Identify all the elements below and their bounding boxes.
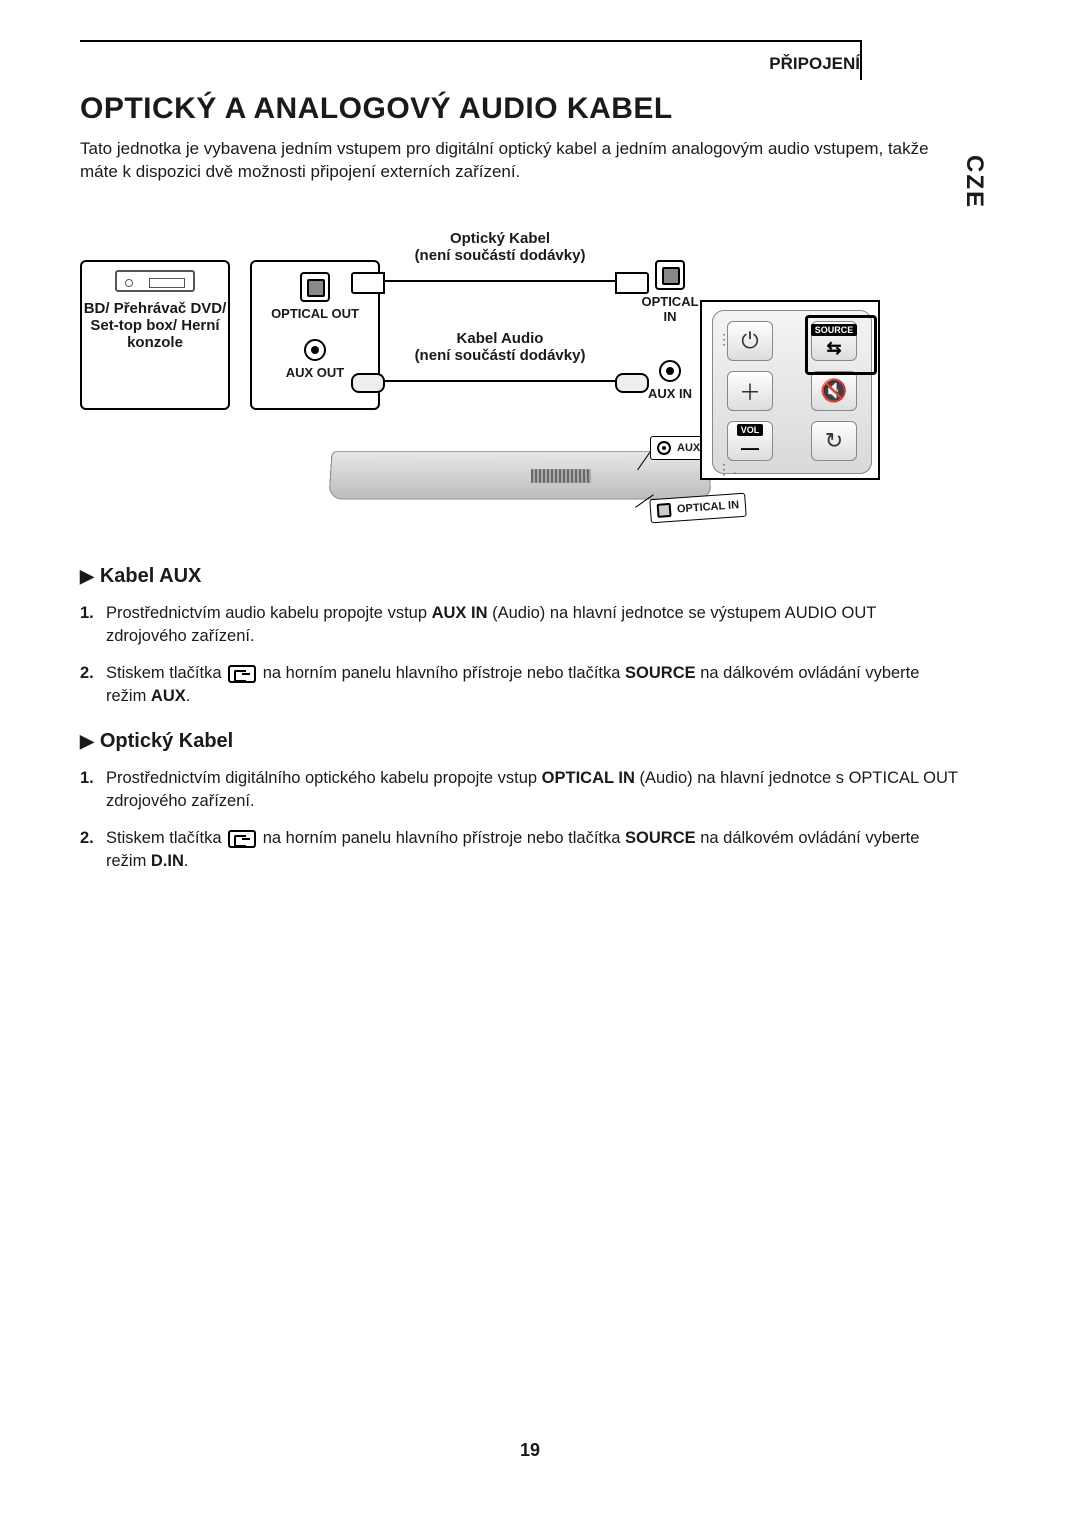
remote-body: ⋮ ⋮. ⏻ SOURCE ⇆ ＋ 🔇 VOL —	[712, 310, 872, 474]
text-bold: SOURCE	[625, 664, 696, 682]
text-bold: SOURCE	[625, 829, 696, 847]
optical-in-label: OPTICAL IN	[640, 294, 700, 324]
aux-in-icon	[659, 360, 681, 382]
optical-in-port: OPTICAL IN	[640, 260, 700, 310]
power-button-icon: ⏻	[727, 321, 773, 361]
section-optical-title: ▶ Optický Kabel	[80, 730, 960, 753]
text-bold: AUX IN	[432, 604, 488, 622]
section-aux: ▶ Kabel AUX 1. Prostřednictvím audio kabe…	[80, 565, 960, 722]
optical-out-label: OPTICAL OUT	[252, 306, 378, 321]
text: .	[186, 687, 191, 705]
vol-button-label: VOL	[737, 424, 764, 436]
optical-cable-label-l2: (není součástí dodávky)	[390, 247, 610, 264]
text: na horním panelu hlavního přístroje nebo…	[258, 664, 625, 682]
page-title: OPTICKÝ A ANALOGOVÝ AUDIO KABEL	[80, 92, 673, 126]
optical-cable-icon	[385, 280, 615, 282]
language-tab: CZE	[960, 155, 988, 209]
audio-cable-label-l1: Kabel Audio	[390, 330, 610, 347]
text-bold: OPTICAL IN	[542, 769, 635, 787]
section-aux-title-text: Kabel AUX	[100, 565, 202, 587]
opt-step-1: 1. Prostřednictvím digitálního optického…	[80, 767, 960, 813]
optical-cable-label-l1: Optický Kabel	[390, 230, 610, 247]
text: Stiskem tlačítka	[106, 664, 226, 682]
aux-step-1: 1. Prostřednictvím audio kabelu propojte…	[80, 602, 960, 648]
section-aux-title: ▶ Kabel AUX	[80, 565, 960, 588]
text: na horním panelu hlavního přístroje nebo…	[258, 829, 625, 847]
triangle-icon: ▶	[80, 566, 94, 586]
source-glyph-icon	[228, 665, 256, 683]
connection-diagram: BD/ Přehrávač DVD/ Set-top box/ Herní ko…	[80, 190, 880, 540]
triangle-icon: ▶	[80, 731, 94, 751]
text: .	[184, 852, 189, 870]
vol-up-button-icon: ＋	[727, 371, 773, 411]
source-device-label: BD/ Přehrávač DVD/ Set-top box/ Herní ko…	[82, 300, 228, 351]
header-rule-v	[860, 40, 862, 80]
section-optical-title-text: Optický Kabel	[100, 730, 233, 752]
optical-cable-label: Optický Kabel (není součástí dodávky)	[390, 230, 610, 264]
source-device-box: BD/ Přehrávač DVD/ Set-top box/ Herní ko…	[80, 260, 230, 410]
page-number: 19	[80, 1440, 980, 1461]
remote-dots-icon: ⋮	[717, 331, 733, 348]
audio-cable-label-l2: (není součástí dodávky)	[390, 347, 610, 364]
text: Stiskem tlačítka	[106, 829, 226, 847]
source-glyph-icon	[228, 830, 256, 848]
audio-cable-label: Kabel Audio (není součástí dodávky)	[390, 330, 610, 364]
remote-inset: ⋮ ⋮. ⏻ SOURCE ⇆ ＋ 🔇 VOL —	[700, 300, 880, 480]
aux-jack-icon	[657, 441, 671, 455]
text-bold: AUX	[151, 687, 186, 705]
mute-button-icon: 🔇	[811, 371, 857, 411]
aux-step-2: 2. Stiskem tlačítka na horním panelu hla…	[80, 662, 960, 708]
remote-dots-icon: ⋮.	[717, 461, 739, 478]
repeat-button-icon: ↻	[811, 421, 857, 461]
optical-in-icon	[655, 260, 685, 290]
section-optical: ▶ Optický Kabel 1. Prostřednictvím digitá…	[80, 730, 960, 887]
text-bold: D.IN	[151, 852, 184, 870]
aux-in-port: AUX IN	[640, 360, 700, 401]
vol-down-button-icon: VOL —	[727, 421, 773, 461]
header-rule	[80, 40, 860, 42]
text: Prostřednictvím digitálního optického ka…	[106, 769, 542, 787]
opt-step-2: 2. Stiskem tlačítka na horním panelu hla…	[80, 827, 960, 873]
source-button-highlight	[805, 315, 877, 375]
section-header: PŘIPOJENÍ	[769, 54, 860, 74]
aux-out-icon	[304, 339, 326, 361]
aux-in-label: AUX IN	[640, 386, 700, 401]
optical-jack-icon	[657, 503, 672, 518]
bd-player-icon	[115, 270, 195, 292]
intro-text: Tato jednotka je vybavena jedním vstupem…	[80, 138, 960, 184]
audio-cable-icon	[385, 380, 615, 382]
callout-opt-label: OPTICAL IN	[677, 499, 740, 515]
text: Prostřednictvím audio kabelu propojte vs…	[106, 604, 432, 622]
optical-out-icon	[300, 272, 330, 302]
